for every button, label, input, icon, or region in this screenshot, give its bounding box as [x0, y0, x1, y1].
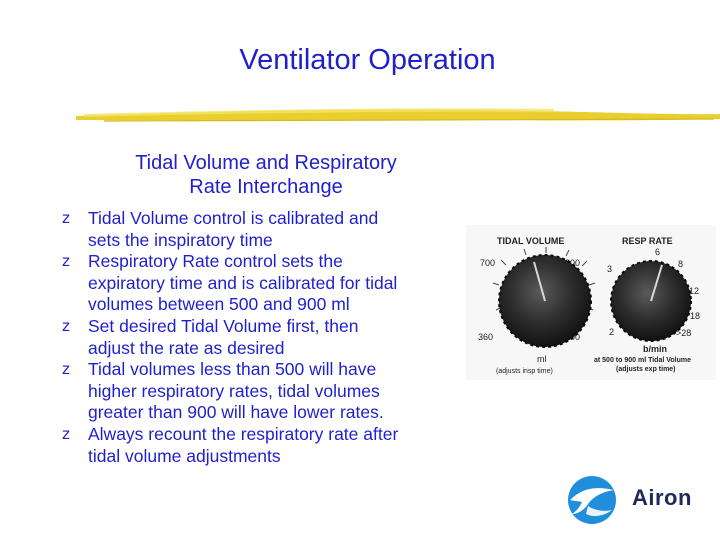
resp-rate-tick-2: 2 — [609, 327, 614, 337]
resp-rate-note: (adjusts exp time) — [616, 366, 676, 373]
bullet-line: Always recount the respiratory rate afte… — [88, 423, 399, 444]
tidal-volume-note: (adjusts insp time) — [496, 368, 553, 375]
resp-rate-tick-3: 3 — [607, 264, 612, 274]
bullet-line: sets the inspiratory time — [88, 229, 273, 250]
bullet-line: volumes between 500 and 900 ml — [88, 294, 350, 315]
subtitle-line: Tidal Volume and Respiratory — [135, 152, 397, 174]
tidal-volume-unit: ml — [537, 354, 547, 364]
slide-title: Ventilator Operation — [239, 44, 496, 76]
slide-subtitle: Tidal Volume and Respiratory Rate Interc… — [90, 151, 442, 199]
ventilator-control-panel: TIDAL VOLUME 700 1200 360 1500 ml (adjus… — [466, 225, 716, 380]
bullet-item: z Set desired Tidal Volume first, then a… — [62, 316, 462, 359]
airon-bird-icon — [568, 476, 616, 524]
resp-rate-tick-6: 6 — [655, 247, 660, 257]
bullet-line: Tidal Volume control is calibrated and — [88, 208, 379, 228]
logo-text: Airon — [632, 485, 692, 510]
bullet-line: adjust the rate as desired — [88, 337, 285, 358]
tidal-volume-knob-pointer — [533, 261, 546, 302]
bullet-item: z Always recount the respiratory rate af… — [62, 424, 462, 467]
resp-rate-tick-gt28: >28 — [676, 328, 691, 338]
resp-rate-tick-18: 18 — [690, 311, 700, 321]
z-bullet-icon: z — [62, 316, 70, 335]
bullet-line: expiratory time and is calibrated for ti… — [88, 272, 398, 293]
z-bullet-icon: z — [62, 424, 70, 443]
tidal-volume-heading: TIDAL VOLUME — [497, 236, 564, 246]
bullet-list: z Tidal Volume control is calibrated and… — [62, 208, 462, 467]
resp-rate-unit: b/min — [643, 344, 667, 354]
resp-rate-heading: RESP RATE — [622, 236, 673, 246]
z-bullet-icon: z — [62, 360, 70, 379]
bullet-item: z Tidal volumes less than 500 will have … — [62, 359, 462, 424]
tidal-volume-tick-360: 360 — [478, 332, 493, 342]
bullet-line: higher respiratory rates, tidal volumes — [88, 380, 380, 401]
ventilator-knob-icon: TIDAL VOLUME 700 1200 360 1500 ml (adjus… — [478, 236, 700, 375]
bullet-item: z Tidal Volume control is calibrated and… — [62, 208, 462, 251]
airon-logo: Airon — [556, 470, 696, 530]
resp-rate-tick-12: 12 — [689, 286, 699, 296]
subtitle-line: Rate Interchange — [189, 176, 343, 198]
bullet-line: greater than 900 will have lower rates. — [88, 402, 384, 423]
resp-rate-knob-pointer — [650, 264, 663, 302]
z-bullet-icon: z — [62, 209, 70, 227]
resp-rate-tick-8: 8 — [678, 259, 683, 269]
resp-rate-note: at 500 to 900 ml Tidal Volume — [594, 357, 691, 364]
bullet-line: Respiratory Rate control sets the — [88, 251, 343, 272]
bullet-item: z Respiratory Rate control sets the expi… — [62, 251, 462, 316]
z-bullet-icon: z — [62, 252, 70, 271]
tidal-volume-tick-700: 700 — [480, 258, 495, 268]
bullet-line: tidal volume adjustments — [88, 445, 281, 466]
title-underline — [76, 108, 720, 122]
bullet-line: Set desired Tidal Volume first, then — [88, 315, 359, 336]
bullet-line: Tidal volumes less than 500 will have — [88, 359, 377, 380]
